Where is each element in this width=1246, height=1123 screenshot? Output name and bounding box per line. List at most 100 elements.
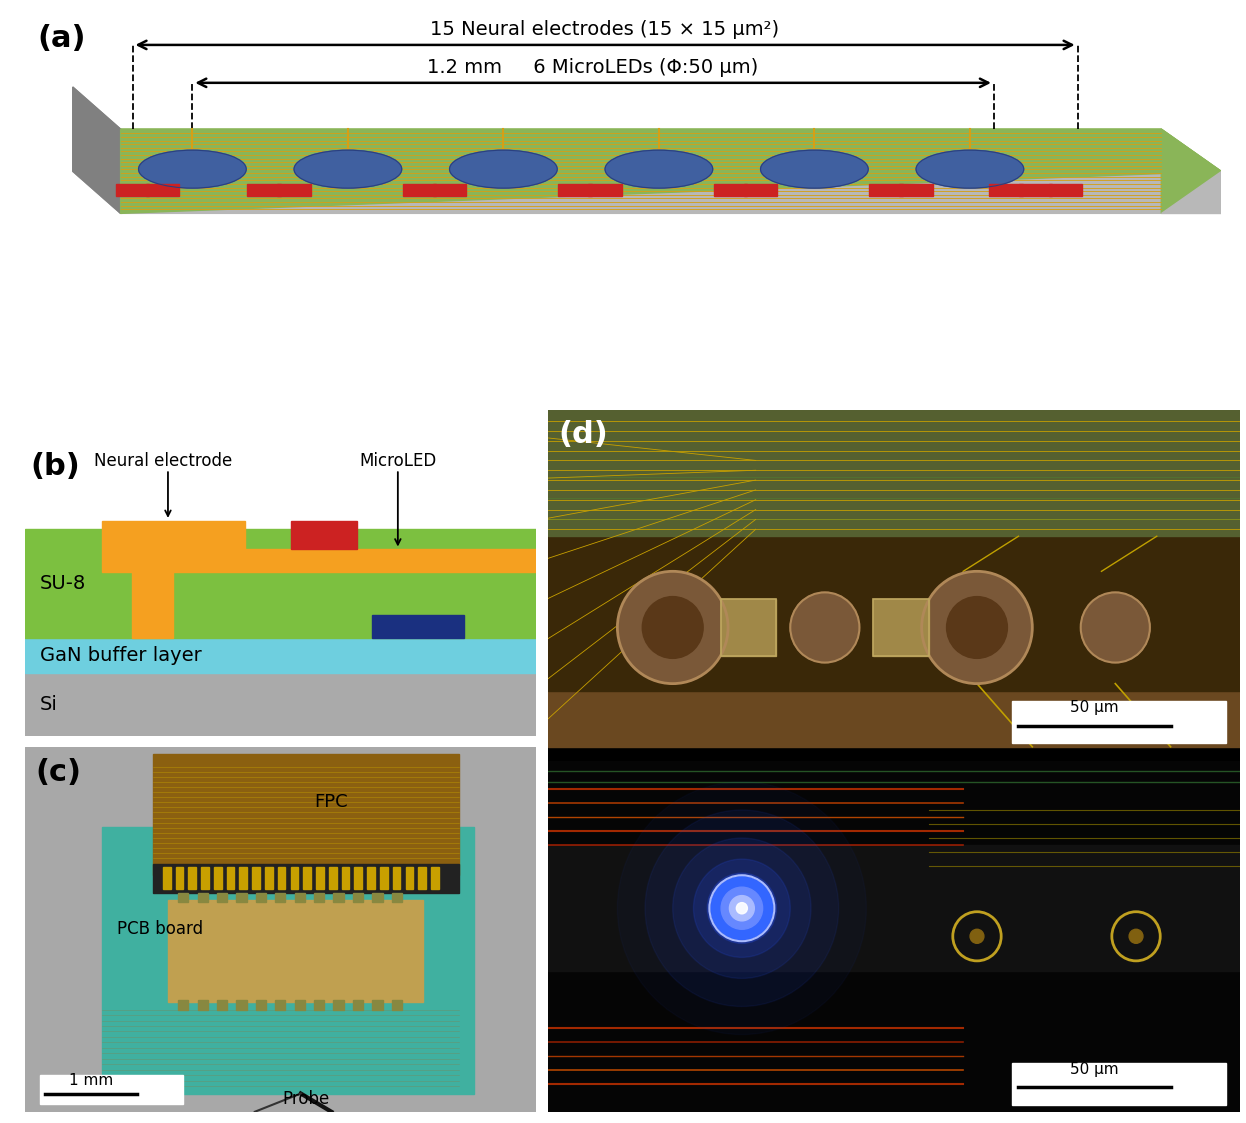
Text: GaN buffer layer: GaN buffer layer [40, 646, 202, 665]
Bar [989, 184, 1023, 197]
Bar [201, 867, 209, 889]
Bar [294, 1001, 305, 1010]
Polygon shape [121, 129, 1221, 213]
Circle shape [673, 838, 811, 978]
Bar [341, 867, 349, 889]
Bar [255, 1001, 267, 1010]
Bar [25, 529, 536, 638]
Polygon shape [72, 88, 121, 213]
Bar [275, 1001, 285, 1010]
Circle shape [694, 859, 790, 957]
Bar [178, 1001, 188, 1010]
Bar [278, 184, 310, 197]
Bar [132, 573, 173, 638]
Bar [303, 867, 312, 889]
Bar [588, 184, 622, 197]
Bar [419, 867, 426, 889]
Circle shape [947, 596, 1008, 658]
Text: 50 μm: 50 μm [1070, 701, 1119, 715]
Bar [275, 893, 285, 902]
Bar [146, 184, 179, 197]
Bar [290, 521, 358, 549]
Bar [237, 1001, 247, 1010]
Circle shape [618, 572, 728, 684]
Bar [373, 615, 465, 638]
Bar [214, 867, 222, 889]
Circle shape [645, 810, 839, 1006]
Circle shape [721, 887, 763, 930]
Bar [239, 867, 247, 889]
Bar [188, 867, 196, 889]
Bar [1049, 184, 1083, 197]
Bar [548, 761, 1240, 1112]
Circle shape [916, 150, 1024, 188]
Text: FPC: FPC [315, 793, 348, 811]
Bar [163, 867, 171, 889]
Bar [380, 867, 388, 889]
Bar [25, 673, 536, 736]
Bar [227, 867, 234, 889]
Bar [402, 184, 436, 197]
Bar [373, 893, 383, 902]
Bar [391, 1001, 402, 1010]
Polygon shape [1161, 129, 1221, 213]
Bar [176, 867, 183, 889]
Circle shape [708, 874, 776, 943]
Polygon shape [102, 827, 475, 1094]
Bar [548, 410, 1240, 747]
Polygon shape [72, 172, 1221, 213]
Text: Si: Si [40, 694, 59, 713]
Bar [178, 893, 188, 902]
Text: 1 mm: 1 mm [70, 1074, 113, 1088]
Bar [870, 184, 903, 197]
Text: (d): (d) [558, 420, 608, 449]
Bar [278, 867, 285, 889]
Bar [873, 600, 928, 656]
Bar [334, 893, 344, 902]
Bar [353, 1001, 363, 1010]
Text: (a): (a) [37, 24, 86, 53]
Bar [314, 893, 324, 902]
Circle shape [790, 593, 860, 663]
Bar [334, 1001, 344, 1010]
Circle shape [729, 896, 754, 921]
Bar [353, 893, 363, 902]
Polygon shape [1161, 172, 1221, 213]
Circle shape [760, 150, 868, 188]
Text: 50 μm: 50 μm [1070, 1061, 1119, 1077]
Bar [873, 600, 928, 656]
Circle shape [294, 150, 401, 188]
Circle shape [710, 877, 773, 940]
Bar [1012, 1062, 1226, 1105]
Bar [248, 184, 280, 197]
Bar [116, 184, 150, 197]
Bar [290, 867, 298, 889]
Circle shape [736, 903, 748, 914]
Bar [237, 893, 247, 902]
Bar [431, 867, 439, 889]
Bar [255, 893, 267, 902]
Bar [1019, 184, 1053, 197]
Text: (b): (b) [30, 453, 80, 481]
Polygon shape [152, 755, 459, 875]
Text: 1.2 mm     6 MicroLEDs (Φ:50 μm): 1.2 mm 6 MicroLEDs (Φ:50 μm) [427, 57, 759, 76]
Circle shape [642, 596, 703, 658]
Circle shape [138, 150, 247, 188]
Text: Probe: Probe [283, 1090, 329, 1108]
Bar [329, 867, 336, 889]
Circle shape [618, 782, 866, 1034]
Bar [40, 1076, 183, 1105]
Bar [1012, 701, 1226, 743]
Bar [548, 410, 1240, 536]
Bar [152, 864, 459, 893]
Circle shape [606, 150, 713, 188]
Bar [548, 844, 1240, 971]
Bar [405, 867, 414, 889]
Bar [721, 600, 776, 656]
Bar [900, 184, 933, 197]
Circle shape [922, 572, 1033, 684]
Bar [392, 867, 400, 889]
Circle shape [971, 930, 984, 943]
Circle shape [1129, 930, 1143, 943]
Bar [265, 867, 273, 889]
